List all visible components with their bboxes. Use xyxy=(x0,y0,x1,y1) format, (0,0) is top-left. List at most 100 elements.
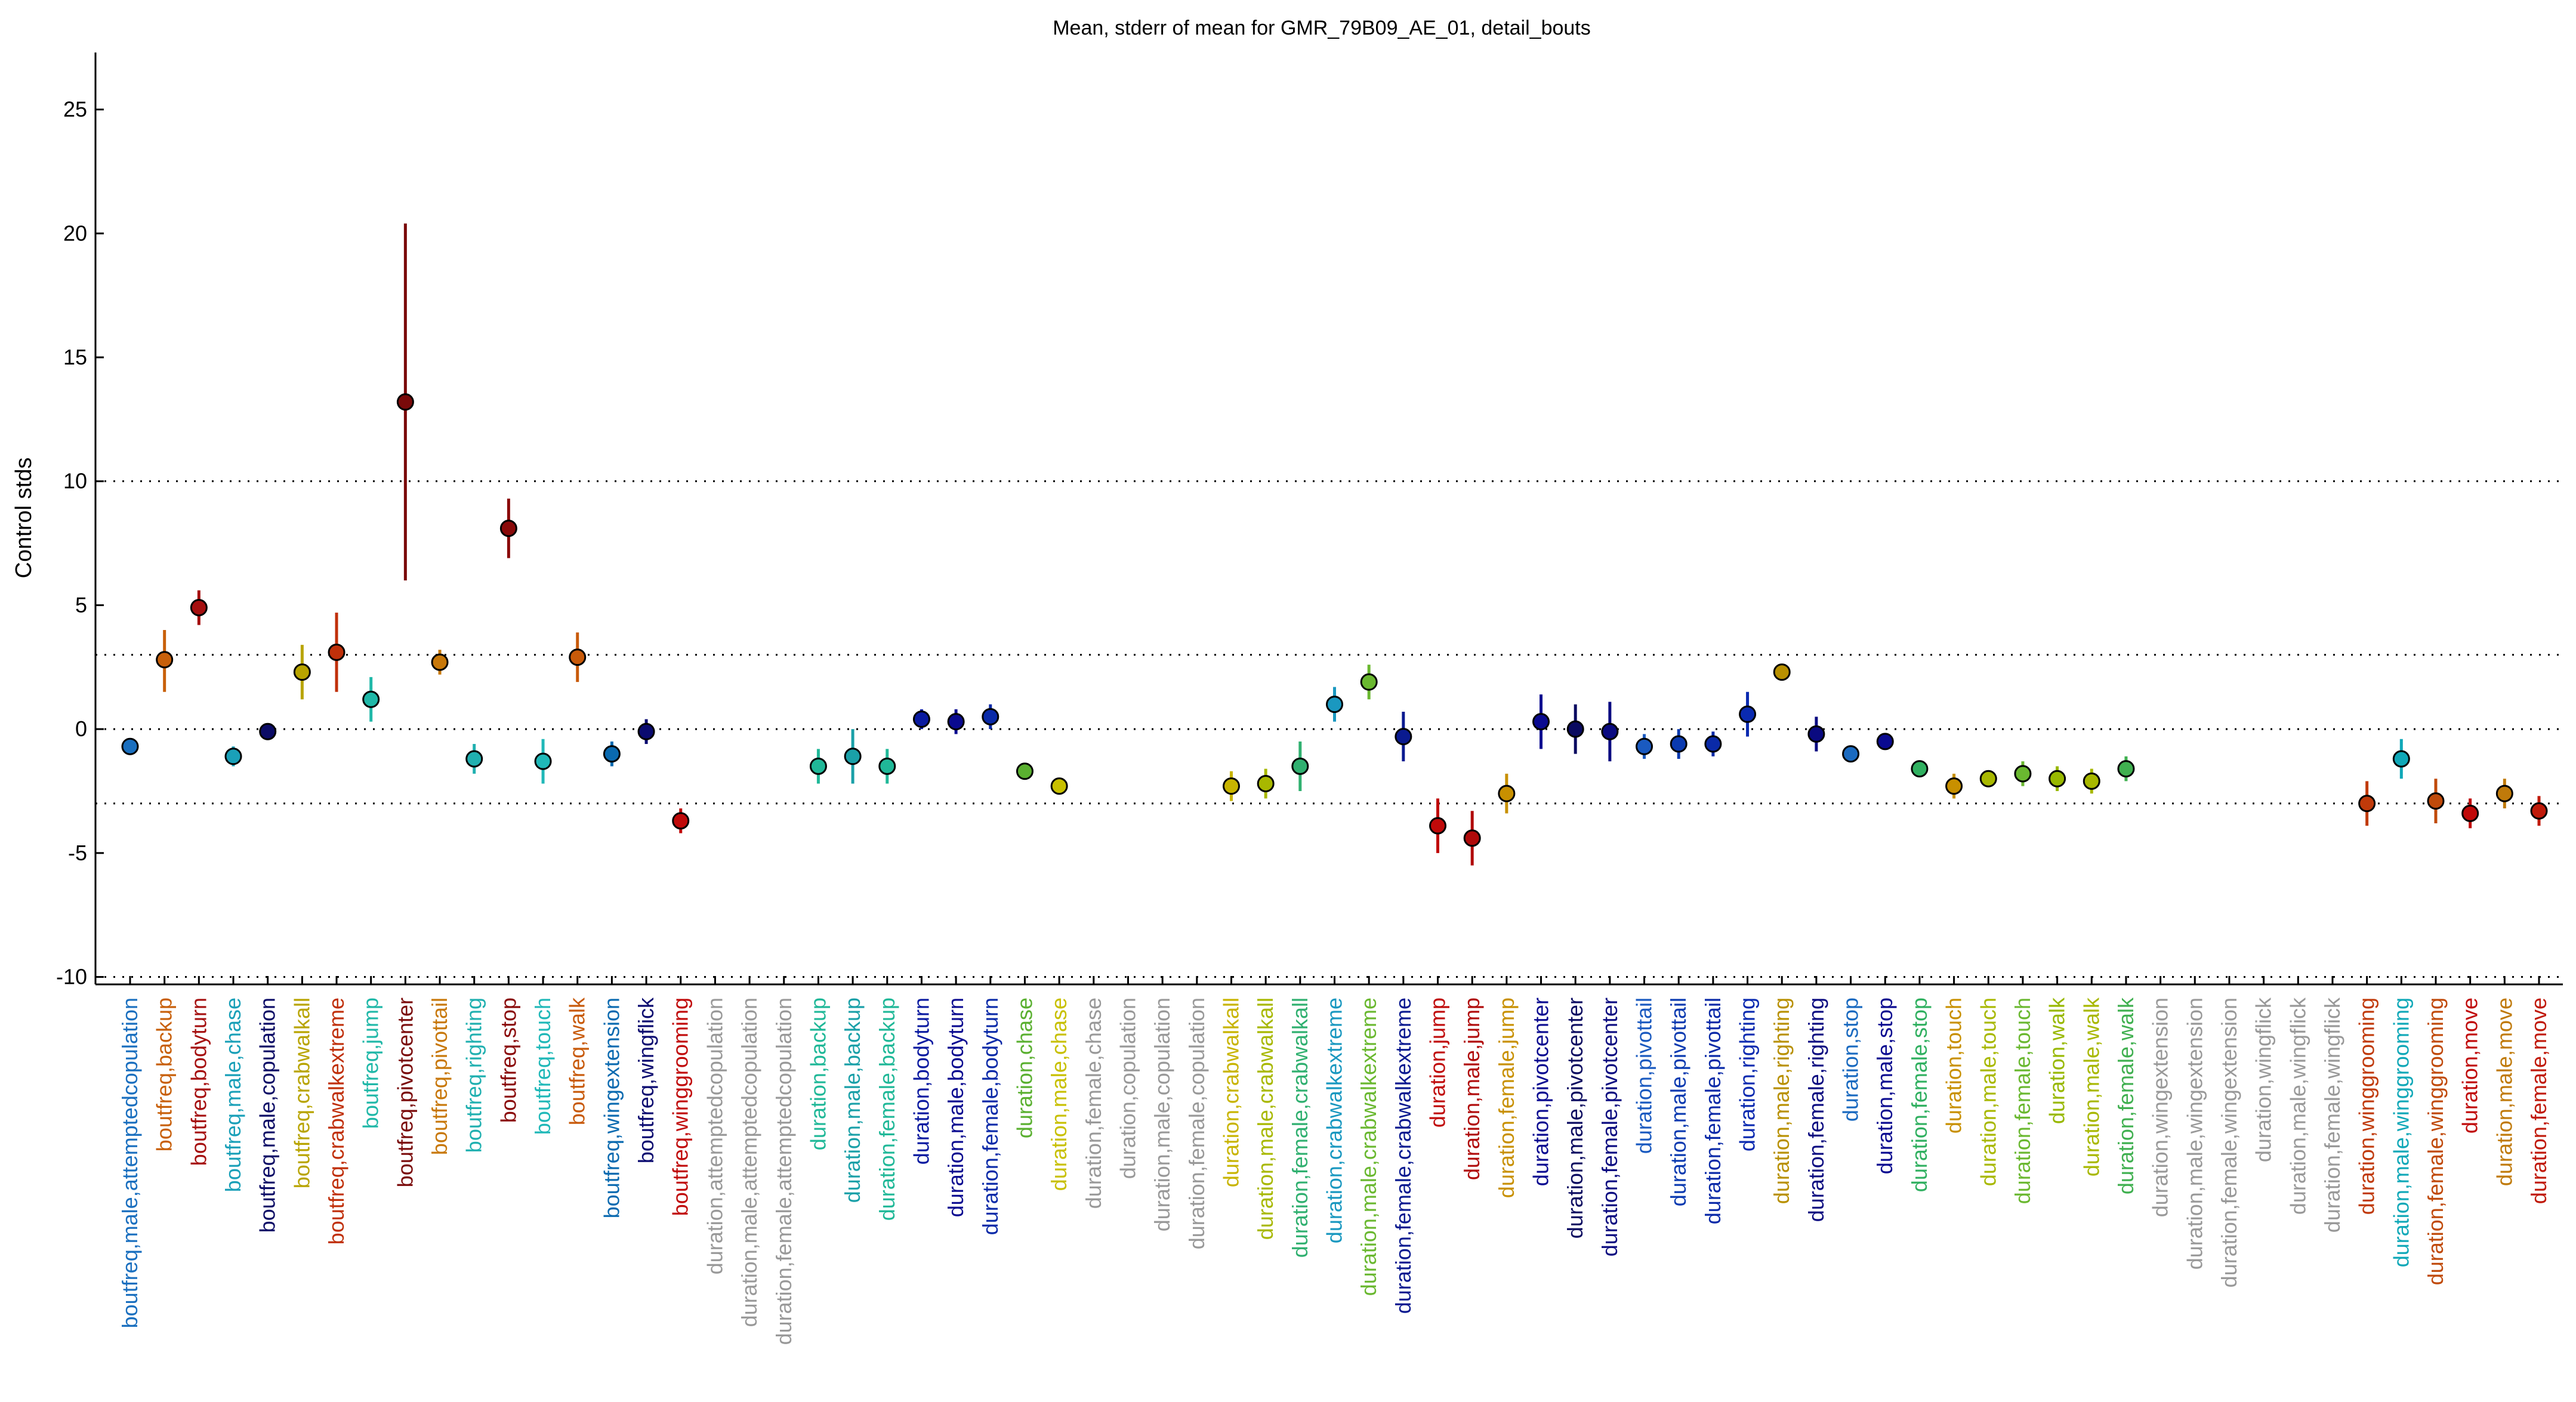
mean-marker xyxy=(809,757,827,775)
mean-marker xyxy=(982,708,999,725)
x-tick-label: boutfreq,male,attemptedcopulation xyxy=(118,998,142,1328)
mean-marker xyxy=(2392,750,2410,768)
x-tick-label: duration,jump xyxy=(1426,998,1450,1128)
x-tick-label: duration,move xyxy=(2458,998,2482,1134)
data-point-group xyxy=(1773,663,1791,681)
mean-marker xyxy=(2083,772,2100,790)
data-point-group xyxy=(982,704,999,730)
data-point-group xyxy=(2014,761,2032,786)
x-tick-label: duration,male,backup xyxy=(840,998,865,1203)
mean-marker xyxy=(672,812,690,830)
x-tick-label: duration,male,crabwalkall xyxy=(1253,998,1278,1240)
x-tick-label: duration,female,stop xyxy=(1907,998,1932,1192)
x-tick-label: duration,female,copulation xyxy=(1184,998,1209,1249)
mean-marker xyxy=(878,757,896,775)
data-marks xyxy=(121,223,2548,866)
x-tick-label: duration,female,walk xyxy=(2114,997,2138,1194)
x-tick-label: duration,male,pivotcenter xyxy=(1563,998,1587,1239)
data-point-group xyxy=(190,590,208,625)
data-point-group xyxy=(844,729,862,784)
x-tick-label: boutfreq,backup xyxy=(152,998,177,1151)
x-tick-label: duration,male,crabwalkextreme xyxy=(1356,998,1381,1296)
x-tick-label: duration,righting xyxy=(1735,998,1760,1151)
mean-marker xyxy=(1050,777,1068,795)
data-point-group xyxy=(121,737,139,755)
y-tick-label: 0 xyxy=(75,717,87,741)
data-point-group xyxy=(1601,702,1619,762)
x-tick-label: duration,male,attemptedcopulation xyxy=(737,998,761,1327)
mean-marker xyxy=(293,663,311,681)
data-point-group xyxy=(809,749,827,784)
x-tick-label: boutfreq,righting xyxy=(462,998,486,1153)
x-tick-label: boutfreq,winggrooming xyxy=(668,998,693,1216)
x-tick-label: duration,stop xyxy=(1838,998,1863,1122)
data-point-group xyxy=(1498,773,1516,814)
x-tick-label: duration,female,crabwalkextreme xyxy=(1391,998,1415,1314)
mean-marker xyxy=(2358,795,2376,813)
mean-marker xyxy=(947,713,965,731)
x-tick-label: duration,female,winggrooming xyxy=(2423,998,2448,1285)
mean-marker xyxy=(1636,737,1653,755)
mean-marker xyxy=(2495,785,2513,802)
data-point-group xyxy=(1360,665,1378,700)
x-tick-label: duration,backup xyxy=(806,998,830,1150)
x-tick-label: duration,female,backup xyxy=(875,998,899,1221)
data-point-group xyxy=(569,632,587,683)
x-tick-label: boutfreq,walk xyxy=(565,997,590,1125)
data-point-group xyxy=(1842,745,1860,763)
mean-marker xyxy=(637,722,655,740)
mean-marker xyxy=(2461,804,2479,822)
mean-marker xyxy=(1704,735,1722,753)
data-point-group xyxy=(1222,771,1240,801)
y-tick-label: 20 xyxy=(63,221,87,245)
y-tick-label: -5 xyxy=(68,841,87,865)
reference-lines xyxy=(95,480,2563,978)
mean-marker xyxy=(465,750,483,768)
y-axis-label: Control stds xyxy=(11,458,36,579)
mean-marker xyxy=(1773,663,1791,681)
mean-marker xyxy=(328,643,345,661)
y-tick-label: 15 xyxy=(63,345,87,369)
data-point-group xyxy=(1807,717,1825,752)
data-point-group xyxy=(396,223,414,580)
x-tick-label: duration,touch xyxy=(1942,998,1966,1134)
data-point-group xyxy=(1257,768,1275,799)
mean-marker xyxy=(156,651,174,669)
y-tick-label: -10 xyxy=(56,965,87,989)
x-tick-label: duration,male,move xyxy=(2492,998,2516,1186)
mean-marker xyxy=(121,737,139,755)
x-tick-label: boutfreq,touch xyxy=(530,998,555,1135)
mean-marker xyxy=(1498,785,1516,802)
data-point-group xyxy=(259,722,277,740)
x-tick-label: duration,female,pivottail xyxy=(1701,998,1725,1224)
mean-marker xyxy=(1395,728,1412,746)
mean-marker xyxy=(1257,775,1275,793)
data-point-group xyxy=(224,746,242,767)
y-tick-label: 10 xyxy=(63,469,87,493)
x-tick-label: duration,female,pivotcenter xyxy=(1597,998,1622,1256)
mean-marker xyxy=(2530,802,2548,820)
x-tick-label: duration,pivotcenter xyxy=(1529,998,1553,1186)
x-tick-label: duration,female,touch xyxy=(2010,998,2035,1204)
mean-marker xyxy=(259,722,277,740)
data-point-group xyxy=(1670,729,1687,759)
mean-marker xyxy=(224,748,242,765)
x-tick-label: duration,male,walk xyxy=(2079,997,2103,1176)
x-tick-label: duration,male,stop xyxy=(1872,998,1897,1174)
chart-title: Mean, stderr of mean for GMR_79B09_AE_01… xyxy=(1053,17,1591,39)
data-point-group xyxy=(328,612,345,692)
data-point-group xyxy=(947,709,965,734)
data-point-group xyxy=(1395,712,1412,762)
data-point-group xyxy=(2083,768,2100,794)
data-point-group xyxy=(1704,731,1722,756)
data-point-group xyxy=(672,808,690,833)
x-tick-label: duration,pivottail xyxy=(1632,998,1656,1154)
x-tick-label: duration,female,jump xyxy=(1494,998,1519,1198)
x-tick-label: duration,female,move xyxy=(2526,998,2551,1204)
data-point-group xyxy=(2530,796,2548,826)
data-point-group xyxy=(1979,770,1997,788)
x-tick-label: duration,crabwalkextreme xyxy=(1322,998,1347,1243)
data-point-group xyxy=(156,629,174,692)
x-tick-label: duration,copulation xyxy=(1115,998,1140,1179)
